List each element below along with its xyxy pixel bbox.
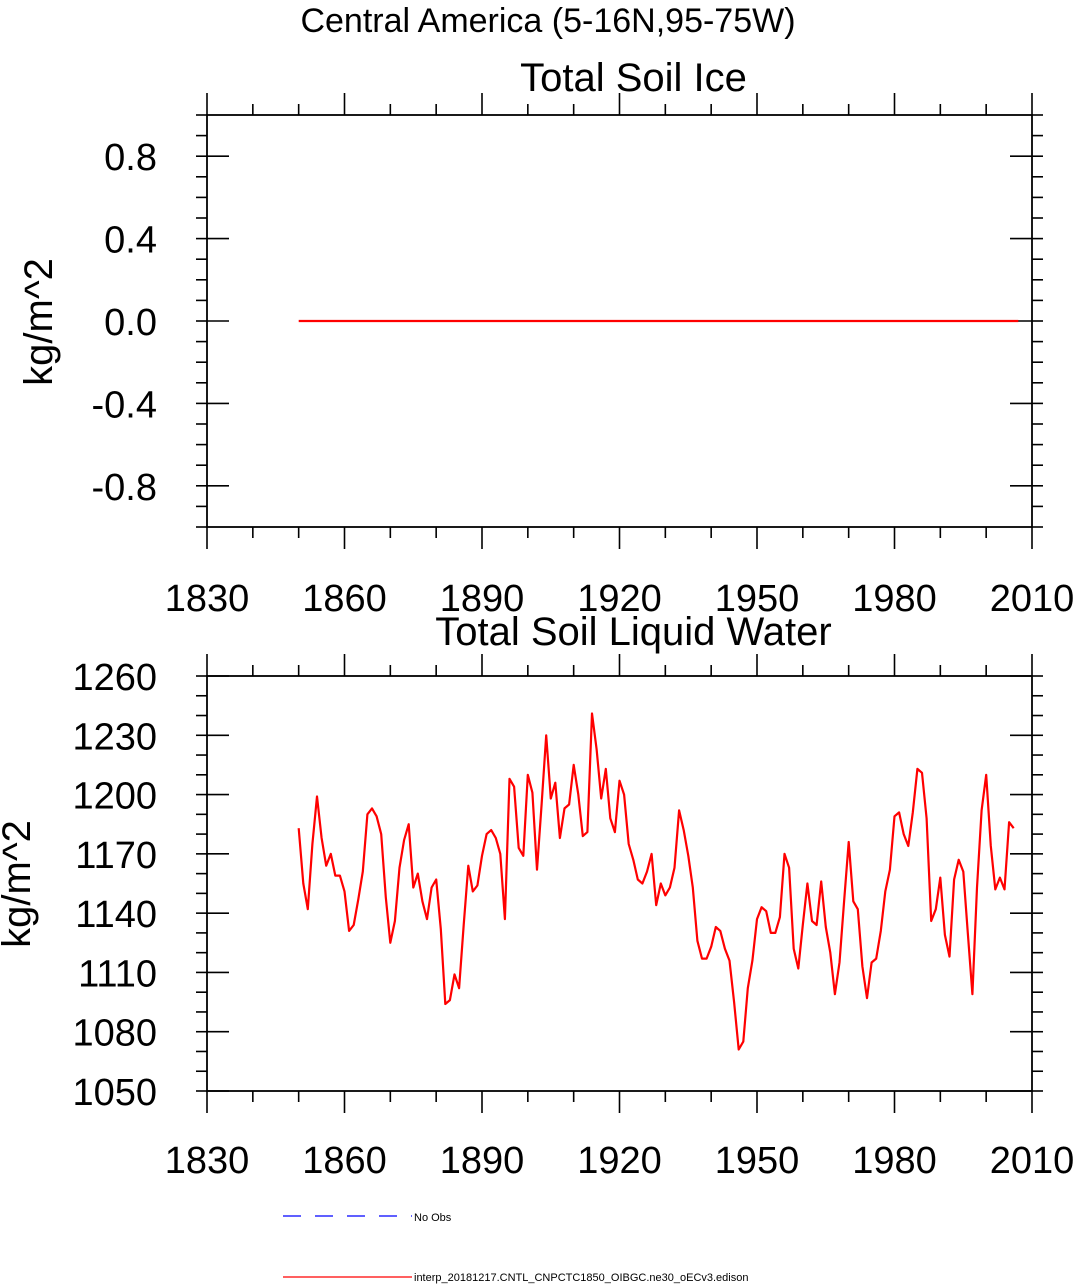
x-tick-label: 1830 <box>165 1140 250 1182</box>
y-tick-label: 1260 <box>72 657 157 699</box>
y-axis-label: kg/m^2 <box>0 820 39 948</box>
y-tick-label: 1230 <box>72 716 157 758</box>
chart-title: Total Soil Ice <box>520 56 747 100</box>
y-tick-label: 1050 <box>72 1072 157 1114</box>
legend-label-model: interp_20181217.CNTL_CNPCTC1850_OIBGC.ne… <box>414 1272 748 1284</box>
x-tick-label: 2010 <box>990 578 1075 620</box>
x-tick-label: 1980 <box>852 578 937 620</box>
y-tick-label: -0.4 <box>92 384 157 426</box>
y-tick-label: 1140 <box>75 894 157 936</box>
x-tick-label: 1920 <box>577 578 662 620</box>
x-tick-label: 1890 <box>440 1140 525 1182</box>
chart-title: Total Soil Liquid Water <box>435 610 831 654</box>
main-title: Central America (5-16N,95-75W) <box>300 2 795 40</box>
y-tick-label: 0.0 <box>104 302 157 344</box>
panel-total-soil-ice: Total Soil Ice kg/m^2 1830 1860 1890 1920 1950… <box>17 56 1074 620</box>
x-tick-label: 1950 <box>715 1140 800 1182</box>
x-tick-label: 1860 <box>302 578 387 620</box>
y-tick-label: 1110 <box>78 953 157 995</box>
y-tick-label: 1170 <box>75 835 157 877</box>
x-tick-label: 1830 <box>165 578 250 620</box>
y-axis-label: kg/m^2 <box>17 258 61 386</box>
x-tick-label: 1920 <box>577 1140 662 1182</box>
x-tick-label: 2010 <box>990 1140 1075 1182</box>
legend: No Obs interp_20181217.CNTL_CNPCTC1850_O… <box>283 1212 748 1284</box>
x-tick-label: 1860 <box>302 1140 387 1182</box>
x-tick-label: 1980 <box>852 1140 937 1182</box>
panel-total-soil-liquid-water: Total Soil Liquid Water kg/m^2 1830 1860 189… <box>0 610 1074 1182</box>
plot-frame <box>206 675 1033 1092</box>
y-tick-label: 0.8 <box>104 137 157 179</box>
y-tick-label: 0.4 <box>104 220 157 262</box>
y-tick-label: -0.8 <box>92 467 157 509</box>
x-tick-label: 1950 <box>715 578 800 620</box>
y-tick-label: 1080 <box>72 1013 157 1055</box>
series-line <box>297 712 1015 1051</box>
y-tick-label: 1200 <box>72 776 157 818</box>
x-tick-label: 1890 <box>440 578 525 620</box>
legend-label-no-obs: No Obs <box>414 1212 452 1224</box>
